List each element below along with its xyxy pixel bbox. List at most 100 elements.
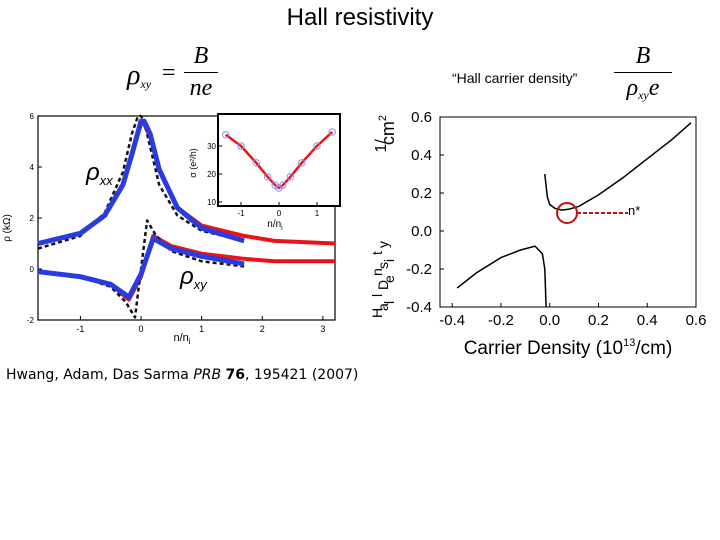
inset-point-8 <box>298 159 306 167</box>
right-xtick-label-4: 0.4 <box>637 312 658 329</box>
inset-ytick-label-2: 30 <box>207 142 216 151</box>
formula-numerator: B <box>193 43 209 69</box>
formula-rho-char: ρ <box>127 60 141 91</box>
inset-point-7 <box>286 173 295 181</box>
inset-point-0 <box>222 131 230 139</box>
right-ticks: -0.4 -0.2 0.0 0.2 0.4 0.6 -0.4 -0.2 0.0 0.2 0.4 0.6 <box>406 109 706 329</box>
formula-rho-symbol: ρxy <box>127 60 151 92</box>
right-ylabel-letter-5: e <box>381 275 397 283</box>
inset-point-2 <box>252 159 260 167</box>
inset-xtick-label-1: 0 <box>277 209 282 218</box>
n-star-circle <box>556 202 578 224</box>
left-ytick-label-0: -2 <box>27 316 35 325</box>
right-ytick-label-0: -0.4 <box>406 299 432 316</box>
right-ylabel-letter-7: s <box>375 262 391 269</box>
inset-ylabel: σ (e²/h) <box>188 148 198 178</box>
slide-title: Hall resistivity <box>286 4 434 31</box>
left-xtick-label-4: 3 <box>320 324 325 334</box>
rho-xx-blue-line <box>37 118 245 246</box>
right-xtick-label-1: -0.2 <box>488 312 514 329</box>
inset-xlabel: n/ni <box>267 219 283 232</box>
right-series-line-0 <box>544 122 692 211</box>
formula-denominator: ne <box>189 75 213 101</box>
left-xtick-label-2: 1 <box>199 324 204 334</box>
left-ytick-label-4: 6 <box>30 112 35 121</box>
right-xtick-label-2: 0.0 <box>539 312 560 329</box>
n-star-label: n* <box>628 203 640 218</box>
right-xlabel: Carrier Density (1013/cm) <box>464 337 673 359</box>
left-xlabel: n/ni <box>173 332 190 346</box>
citation: Hwang, Adam, Das Sarma PRB 76, 195421 (2… <box>6 367 358 383</box>
label-rho-xy-main: ρ <box>179 263 194 290</box>
right-xtick-label-3: 0.2 <box>588 312 609 329</box>
right-ylabel-letter-4: D <box>375 280 391 290</box>
right-ylabel-unit-sup: 2 <box>377 115 389 121</box>
right-chart: -0.4 -0.2 0.0 0.2 0.4 0.6 -0.4 -0.2 0.0 0.2 0.4 0.6… <box>369 109 706 359</box>
right-series-line-1 <box>456 245 547 308</box>
right-ytick-label-4: 0.4 <box>411 147 432 164</box>
left-series <box>37 114 336 319</box>
inset-ytick-label-1: 20 <box>207 170 216 179</box>
right-ylabel-unit: cm2 <box>377 115 398 145</box>
right-ylabel-letter-6: n <box>369 268 385 276</box>
label-rho-xy: ρxy <box>179 263 208 292</box>
formula-hd-numerator: B <box>635 43 651 69</box>
inset-plot: -1 0 1 10 20 30 σ (e²/h) n/ni <box>188 113 341 232</box>
right-ylabel-letter-2: l <box>381 301 397 304</box>
inset-ytick-label-0: 10 <box>207 198 216 207</box>
right-ylabel-letter-8: i <box>381 259 397 262</box>
formula-rho-sub: xy <box>140 77 152 91</box>
citation-authors: Hwang, Adam, Das Sarma <box>6 367 194 383</box>
right-ylabel-letter-3: l <box>369 294 385 297</box>
formula-hd-rho: ρ <box>626 75 639 101</box>
inset-point-3 <box>263 173 272 181</box>
left-ytick-label-2: 2 <box>30 214 35 223</box>
formula-hall-density: B ρxye <box>614 43 672 103</box>
rho-xy-blue-line <box>37 235 245 300</box>
right-ylabel-letter-9: t <box>369 251 385 255</box>
inset-red-line <box>225 131 334 190</box>
left-xtick-label-3: 2 <box>260 324 265 334</box>
left-ylabel: ρ (kΩ) <box>2 214 13 242</box>
right-ytick-label-2: 0.0 <box>411 223 432 240</box>
right-ylabel-top: 1/ <box>373 139 390 153</box>
inset-xlabel-main: n/n <box>267 219 281 230</box>
right-xlabel-sup: 13 <box>623 337 635 349</box>
right-xtick-label-5: 0.6 <box>686 312 707 329</box>
inset-frame <box>217 113 341 207</box>
left-ytick-label-3: 4 <box>30 163 35 172</box>
right-ylabel-letter-0: H <box>369 308 385 318</box>
left-ticks: -1 0 1 2 3 -2 0 2 4 6 <box>27 112 326 334</box>
right-ylabel-unit-main: cm <box>378 121 398 145</box>
right-xlabel-main: Carrier Density (10 <box>464 338 623 359</box>
inset-point-10 <box>328 128 336 136</box>
inset-series <box>222 128 336 192</box>
left-xtick-label-1: 0 <box>139 324 144 334</box>
inset-point-9 <box>313 142 321 150</box>
right-series <box>456 122 692 308</box>
formula-equals: = <box>162 60 176 86</box>
formula-hd-denominator: ρxye <box>614 75 672 103</box>
formula-fraction: B ne <box>184 43 218 102</box>
right-xtick-label-0: -0.4 <box>439 312 465 329</box>
inset-point-6 <box>279 181 287 189</box>
inset-xtick-label-0: -1 <box>237 209 245 218</box>
inset-xtick-label-2: 1 <box>315 209 320 218</box>
right-ytick-label-3: 0.2 <box>411 185 432 202</box>
right-xlabel-tail: /cm) <box>635 338 672 359</box>
label-rho-xy-sub: xy <box>193 277 209 292</box>
inset-ticks: -1 0 1 10 20 30 <box>207 142 320 218</box>
citation-journal: PRB <box>193 367 222 383</box>
left-xlabel-main: n/n <box>173 332 188 344</box>
inset-xlabel-sub: i <box>281 225 283 232</box>
right-plot-frame <box>439 116 697 308</box>
right-ytick-label-5: 0.6 <box>411 109 432 126</box>
right-ylabel-letter-1: a <box>375 303 391 311</box>
formula-bar <box>184 72 218 73</box>
left-ytick-label-1: 0 <box>30 265 35 274</box>
formula-hd-e: e <box>648 75 660 101</box>
citation-rest: , 195421 (2007) <box>245 367 359 383</box>
